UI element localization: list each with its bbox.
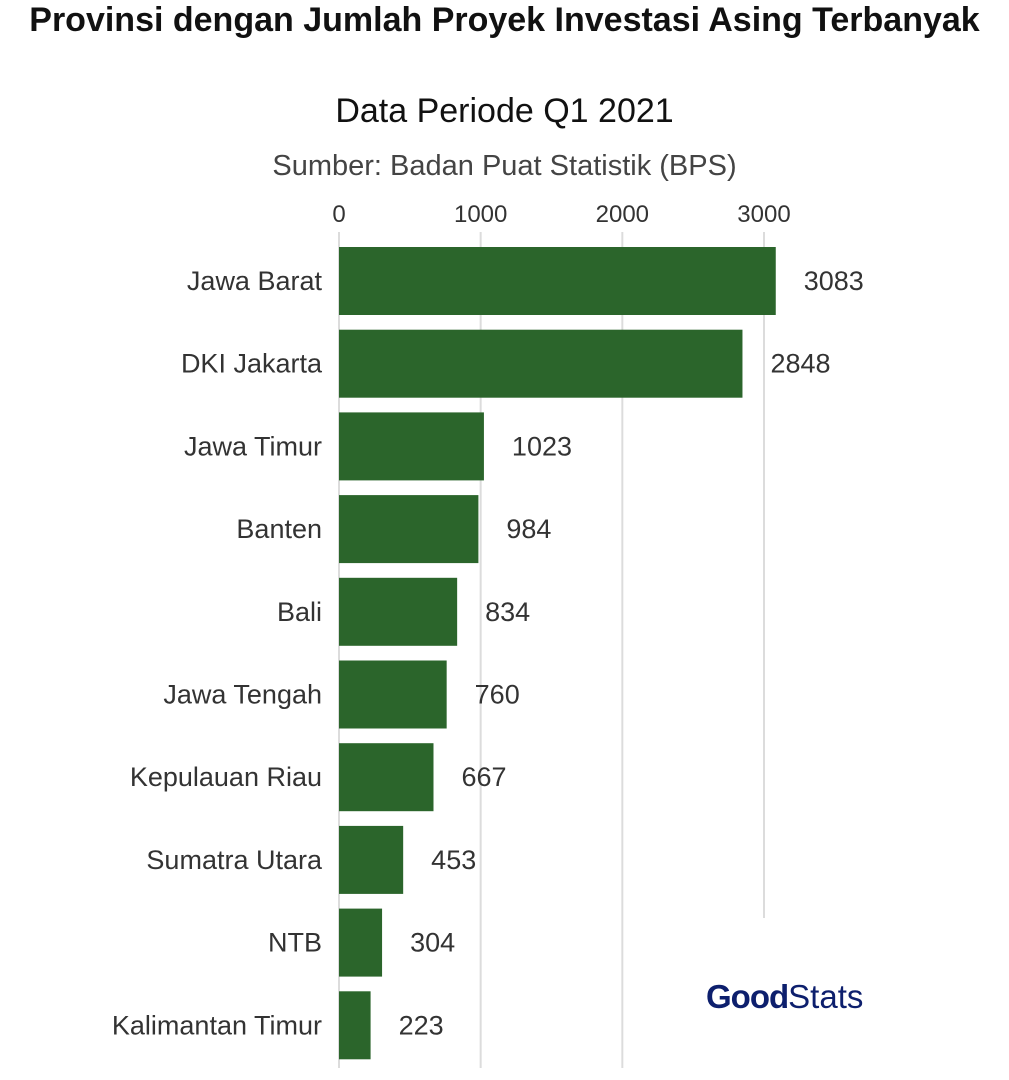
- bar-0: [339, 247, 776, 315]
- category-label-9: Kalimantan Timur: [112, 1010, 322, 1040]
- x-tick-label-0: 0: [332, 201, 345, 228]
- x-tick-label-3000: 3000: [737, 201, 790, 228]
- value-label-5: 760: [475, 680, 520, 710]
- category-label-8: NTB: [268, 928, 322, 958]
- chart-source: Sumber: Badan Puat Statistik (BPS): [272, 150, 737, 182]
- chart-subtitle: Data Periode Q1 2021: [335, 92, 674, 130]
- logo-stats-text: Stats: [788, 978, 864, 1015]
- category-label-3: Banten: [236, 514, 322, 544]
- value-label-7: 453: [431, 845, 476, 875]
- value-label-2: 1023: [512, 431, 572, 461]
- x-tick-label-2000: 2000: [596, 201, 649, 228]
- category-label-4: Bali: [277, 597, 322, 627]
- value-label-6: 667: [461, 762, 506, 792]
- value-label-3: 984: [506, 514, 551, 544]
- bar-6: [339, 743, 434, 812]
- logo-good-text: Good: [706, 978, 789, 1015]
- bar-5: [339, 660, 447, 729]
- category-label-7: Sumatra Utara: [146, 845, 323, 875]
- category-label-6: Kepulauan Riau: [130, 762, 322, 792]
- category-label-0: Jawa Barat: [187, 266, 323, 296]
- category-label-5: Jawa Tengah: [163, 680, 322, 710]
- value-label-0: 3083: [804, 266, 864, 296]
- value-label-1: 2848: [770, 349, 830, 379]
- goodstats-logo: GoodStats: [706, 978, 863, 1016]
- value-label-8: 304: [410, 928, 455, 958]
- bar-4: [339, 577, 458, 646]
- bar-1: [339, 329, 743, 398]
- category-label-2: Jawa Timur: [184, 431, 322, 461]
- category-label-1: DKI Jakarta: [181, 349, 323, 379]
- bar-2: [339, 412, 484, 481]
- bar-8: [339, 908, 383, 977]
- bar-3: [339, 495, 479, 564]
- bar-7: [339, 825, 404, 894]
- bar-9: [339, 991, 371, 1060]
- value-label-9: 223: [399, 1010, 444, 1040]
- chart-title: Provinsi dengan Jumlah Proyek Investasi …: [29, 1, 980, 39]
- x-tick-label-1000: 1000: [454, 201, 507, 228]
- value-label-4: 834: [485, 597, 530, 627]
